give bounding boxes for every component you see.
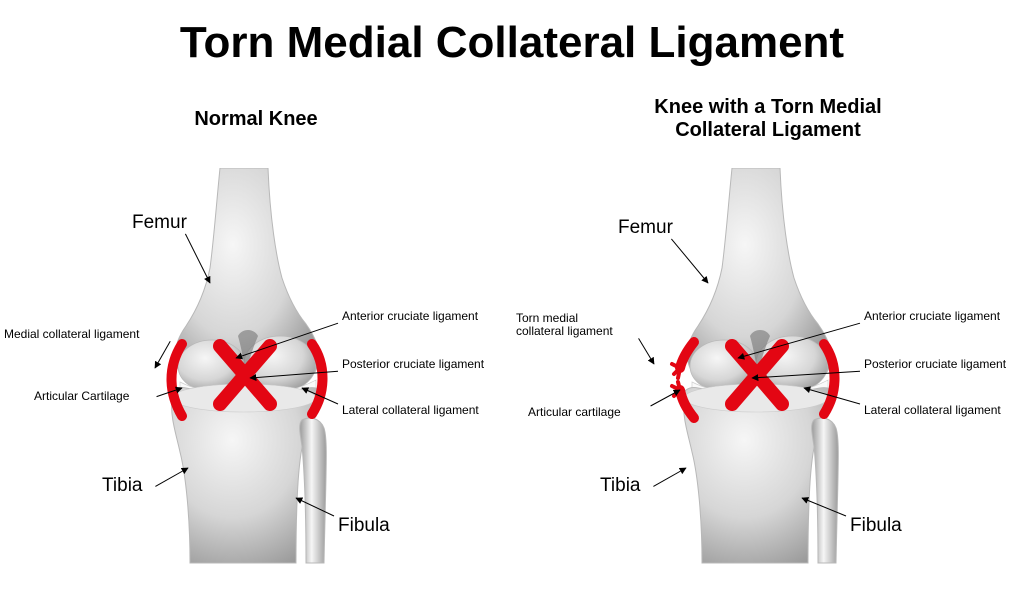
anatomy-label: Lateral collateral ligament	[342, 404, 479, 417]
pointer-arrow	[752, 371, 860, 378]
anatomy-label: Fibula	[338, 516, 390, 537]
pointer-arrow	[738, 323, 860, 358]
anatomy-label: Femur	[132, 213, 187, 234]
pointer-arrow	[250, 371, 338, 378]
pointer-arrow	[155, 468, 188, 486]
anatomy-label: Torn medial collateral ligament	[516, 312, 613, 338]
pointer-arrow	[296, 498, 334, 516]
anatomy-label: Anterior cruciate ligament	[864, 310, 1000, 323]
pointer-arrow	[651, 390, 680, 406]
pointer-arrow	[236, 323, 338, 358]
anatomy-label: Tibia	[600, 476, 640, 497]
anatomy-label: Posterior cruciate ligament	[342, 358, 484, 371]
anatomy-label: Articular cartilage	[528, 406, 621, 419]
anatomy-label: Medial collateral ligament	[4, 328, 139, 341]
pointer-arrow	[185, 234, 210, 283]
anatomy-label: Posterior cruciate ligament	[864, 358, 1006, 371]
panel-torn: Knee with a Torn Medial Collateral Ligam…	[512, 68, 1024, 602]
panel-normal: Normal Knee FemurMedial collateral ligam…	[0, 68, 512, 602]
anatomy-label: Femur	[618, 218, 673, 239]
pointer-arrow	[653, 468, 686, 486]
pointer-arrow	[639, 338, 654, 364]
pointer-arrow	[671, 239, 708, 283]
anatomy-label: Lateral collateral ligament	[864, 404, 1001, 417]
pointer-arrow	[302, 388, 338, 404]
pointer-arrow	[155, 341, 170, 368]
anatomy-label: Anterior cruciate ligament	[342, 310, 478, 323]
anatomy-label: Tibia	[102, 476, 142, 497]
anatomy-label: Fibula	[850, 516, 902, 537]
pointer-arrow	[802, 498, 846, 516]
main-title: Torn Medial Collateral Ligament	[0, 0, 1024, 68]
anatomy-label: Articular Cartilage	[34, 390, 129, 403]
pointer-arrow	[157, 388, 182, 397]
pointer-arrow	[804, 388, 860, 404]
panels-container: Normal Knee FemurMedial collateral ligam…	[0, 68, 1024, 602]
